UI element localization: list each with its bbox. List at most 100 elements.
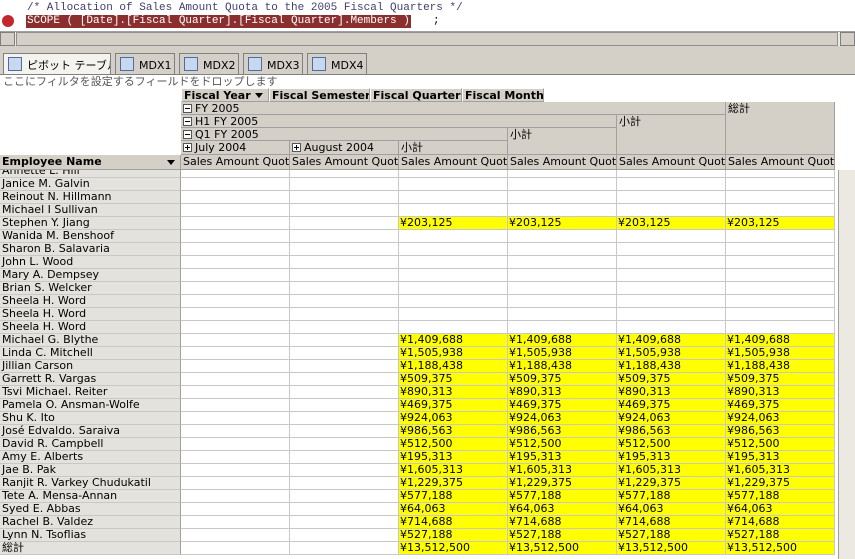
tab-label: MDX3 — [267, 59, 300, 72]
field-button[interactable]: Fiscal Year — [181, 88, 269, 102]
cell-value: ¥986,563 — [509, 425, 562, 437]
tab[interactable]: MDX2 — [179, 53, 239, 74]
row-field-button[interactable]: Employee Name — [0, 155, 181, 170]
data-cell — [181, 373, 290, 386]
data-cell — [399, 191, 508, 204]
header-label: Sales Amount Quota — [619, 155, 726, 168]
row-label: Reinout N. Hillmann — [2, 191, 112, 203]
cell-value: ¥195,313 — [509, 451, 562, 463]
data-cell — [508, 282, 617, 295]
scroll-left[interactable] — [0, 32, 15, 46]
cell-value: ¥13,512,500 — [727, 542, 797, 554]
row-header: Jillian Carson — [0, 360, 181, 373]
data-cell: ¥924,063 — [726, 412, 835, 425]
cell-value: ¥714,688 — [618, 516, 671, 528]
tab-label: MDX4 — [331, 59, 364, 72]
header-label: Sales Amount Quota — [510, 155, 617, 168]
row-header: 総計 — [0, 542, 181, 555]
cell-value: ¥714,688 — [509, 516, 562, 528]
header-label: 小計 — [619, 115, 641, 128]
field-label: Fiscal Semester — [272, 89, 370, 102]
tab[interactable]: MDX1 — [115, 53, 175, 74]
data-cell — [290, 269, 399, 282]
data-cell — [399, 170, 508, 178]
cell-value: ¥203,125 — [727, 217, 780, 229]
column-header: 総計 — [726, 102, 835, 155]
tab[interactable]: MDX4 — [307, 53, 367, 74]
cell-value: ¥1,605,313 — [618, 464, 681, 476]
dropdown-arrow[interactable] — [167, 160, 175, 165]
scroll-thumb[interactable] — [16, 32, 838, 46]
data-cell: ¥1,188,438 — [508, 360, 617, 373]
data-cell — [617, 178, 726, 191]
data-cell: ¥469,375 — [508, 399, 617, 412]
data-cell: ¥509,375 — [508, 373, 617, 386]
data-cell — [290, 334, 399, 347]
cell-value: ¥1,605,313 — [400, 464, 463, 476]
cell-value: ¥1,605,313 — [509, 464, 572, 476]
cell-value: ¥890,313 — [400, 386, 453, 398]
data-cell: ¥13,512,500 — [508, 542, 617, 555]
measure-header: Sales Amount Quota — [617, 155, 726, 170]
data-cell — [181, 425, 290, 438]
data-cell — [399, 178, 508, 191]
row-header: Stephen Y. Jiang — [0, 217, 181, 230]
cell-value: ¥1,409,688 — [509, 334, 572, 346]
column-header: 小計 — [399, 141, 508, 155]
field-button[interactable]: Fiscal Semester — [269, 88, 370, 102]
data-cell: ¥509,375 — [399, 373, 508, 386]
collapse-icon[interactable] — [183, 117, 192, 126]
field-button[interactable]: Fiscal Quarter — [370, 88, 462, 102]
data-cell: ¥13,512,500 — [726, 542, 835, 555]
data-cell: ¥714,688 — [508, 516, 617, 529]
scroll-right[interactable] — [840, 32, 855, 46]
data-cell: ¥512,500 — [617, 438, 726, 451]
row-header: Mary A. Dempsey — [0, 269, 181, 282]
dropdown-arrow[interactable] — [254, 93, 263, 98]
data-cell — [181, 269, 290, 282]
data-cell — [508, 178, 617, 191]
cell-value: ¥1,229,375 — [400, 477, 463, 489]
expand-icon[interactable] — [183, 143, 192, 152]
data-cell: ¥469,375 — [617, 399, 726, 412]
expand-icon[interactable] — [292, 143, 301, 152]
tab[interactable]: MDX3 — [243, 53, 303, 74]
data-cell: ¥1,409,688 — [617, 334, 726, 347]
cell-value: ¥203,125 — [618, 217, 671, 229]
horizontal-scrollbar[interactable] — [0, 31, 855, 46]
data-cell — [508, 256, 617, 269]
header-label: H1 FY 2005 — [195, 115, 259, 128]
field-button[interactable]: Fiscal Month — [462, 88, 544, 102]
cell-value: ¥1,188,438 — [509, 360, 572, 372]
data-cell — [508, 269, 617, 282]
measure-header: Sales Amount Quota — [181, 155, 290, 170]
tab[interactable]: ピボット テーブル — [3, 53, 111, 74]
collapse-icon[interactable] — [183, 104, 192, 113]
tab-bar: ピボット テーブル MDX1 MDX2 MDX3 MDX4 — [0, 46, 855, 75]
data-cell: ¥1,505,938 — [399, 347, 508, 360]
column-header: August 2004 — [290, 141, 399, 155]
data-cell: ¥203,125 — [726, 217, 835, 230]
row-header: Lynn N. Tsoflias — [0, 529, 181, 542]
cell-value: ¥924,063 — [727, 412, 780, 424]
data-cell — [181, 490, 290, 503]
data-cell — [399, 282, 508, 295]
vertical-scrollbar[interactable] — [838, 170, 855, 559]
row-header: Annette L. Hill — [0, 170, 181, 178]
data-cell: ¥1,409,688 — [399, 334, 508, 347]
data-cell — [399, 308, 508, 321]
data-cell — [399, 256, 508, 269]
breakpoint[interactable] — [2, 15, 14, 27]
data-cell: ¥577,188 — [617, 490, 726, 503]
statement-end: ; — [433, 15, 440, 27]
data-cell: ¥714,688 — [726, 516, 835, 529]
data-cell: ¥512,500 — [726, 438, 835, 451]
field-label: Fiscal Month — [465, 89, 544, 102]
data-cell: ¥890,313 — [617, 386, 726, 399]
data-cell — [181, 477, 290, 490]
data-cell: ¥924,063 — [508, 412, 617, 425]
data-cell: ¥1,605,313 — [726, 464, 835, 477]
collapse-icon[interactable] — [183, 130, 192, 139]
data-cell: ¥203,125 — [508, 217, 617, 230]
